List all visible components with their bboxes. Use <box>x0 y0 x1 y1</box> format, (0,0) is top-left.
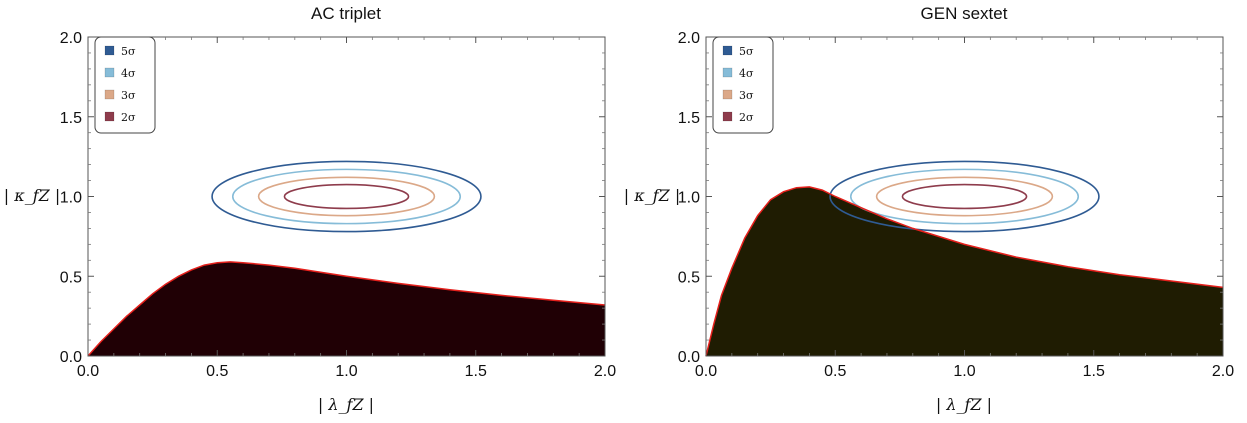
y-tick-label: 0.5 <box>60 269 82 286</box>
legend-entry: 3σ <box>739 89 754 102</box>
contour-5sigma <box>829 160 1100 233</box>
contour-4sigma <box>231 168 462 225</box>
y-tick-label: 0.5 <box>678 269 700 286</box>
contour-4sigma <box>849 168 1080 225</box>
x-tick-label: 0.5 <box>824 363 846 380</box>
legend-entry: 4σ <box>739 67 754 80</box>
x-tick-label: 1.5 <box>465 363 487 380</box>
x-tick-label: 0.5 <box>206 363 228 380</box>
contour-3sigma <box>257 176 436 217</box>
legend: 5σ 4σ 3σ 2σ <box>712 36 774 134</box>
boundary-line <box>87 261 606 357</box>
legend-swatch <box>722 67 733 78</box>
legend-swatch <box>104 111 115 122</box>
y-tick-label: 1.0 <box>60 190 82 207</box>
contour-2sigma <box>901 183 1028 210</box>
y-tick-label: 1.5 <box>678 110 700 127</box>
y-tick-label: 2.0 <box>678 30 700 47</box>
legend-swatch <box>722 45 733 56</box>
contour-5sigma <box>211 160 482 233</box>
legend-swatch <box>104 45 115 56</box>
x-axis-label: | λ_fZ | <box>936 395 992 414</box>
x-tick-label: 1.0 <box>335 363 357 380</box>
legend-swatch <box>104 89 115 100</box>
y-tick-label: 2.0 <box>60 30 82 47</box>
x-tick-label: 1.5 <box>1083 363 1105 380</box>
chart-ac-triplet-svg: AC triplet 0.0 0.5 1.0 1.5 2.0 0.0 0.5 1.0 1.5 2.… <box>4 4 616 414</box>
chart-title: AC triplet <box>311 4 381 23</box>
y-axis-label: | κ_fZ | <box>4 186 60 205</box>
chart-title: GEN sextet <box>921 4 1008 23</box>
x-tick-label: 2.0 <box>594 363 616 380</box>
contour-2sigma <box>283 183 410 210</box>
x-tick-label: 0.0 <box>695 363 717 380</box>
y-tick-label: 1.0 <box>678 190 700 207</box>
y-axis-label: | κ_fZ | <box>624 186 680 205</box>
y-tick-label: 1.5 <box>60 110 82 127</box>
excluded-region <box>88 261 605 356</box>
legend-swatch <box>104 67 115 78</box>
y-tick-label: 0.0 <box>60 349 82 366</box>
legend-entry: 4σ <box>121 67 136 80</box>
legend-entry: 5σ <box>121 45 136 58</box>
y-tick-label: 0.0 <box>678 349 700 366</box>
excluded-region <box>706 186 1223 356</box>
chart-ac-triplet: AC triplet 0.0 0.5 1.0 1.5 2.0 0.0 0.5 1.0 1.5 2.… <box>4 4 616 414</box>
legend-swatch <box>722 89 733 100</box>
legend-box <box>94 36 156 134</box>
legend-box <box>712 36 774 134</box>
boundary-line <box>705 186 1224 357</box>
legend: 5σ 4σ 3σ 2σ <box>94 36 156 134</box>
legend-entry: 2σ <box>739 111 754 124</box>
chart-gen-sextet: GEN sextet 0.0 0.5 1.0 1.5 2.0 0.0 0.5 1.0 1.5 2.… <box>624 0 1247 423</box>
x-tick-label: 0.0 <box>77 363 99 380</box>
contour-3sigma <box>875 176 1054 217</box>
x-tick-label: 2.0 <box>1212 363 1234 380</box>
x-axis-label: | λ_fZ | <box>318 395 374 414</box>
x-tick-label: 1.0 <box>953 363 975 380</box>
legend-entry: 2σ <box>121 111 136 124</box>
chart-gen-sextet-svg: GEN sextet 0.0 0.5 1.0 1.5 2.0 0.0 0.5 1.0 1.5 2.… <box>624 4 1234 414</box>
legend-entry: 3σ <box>121 89 136 102</box>
legend-swatch <box>722 111 733 122</box>
legend-entry: 5σ <box>739 45 754 58</box>
